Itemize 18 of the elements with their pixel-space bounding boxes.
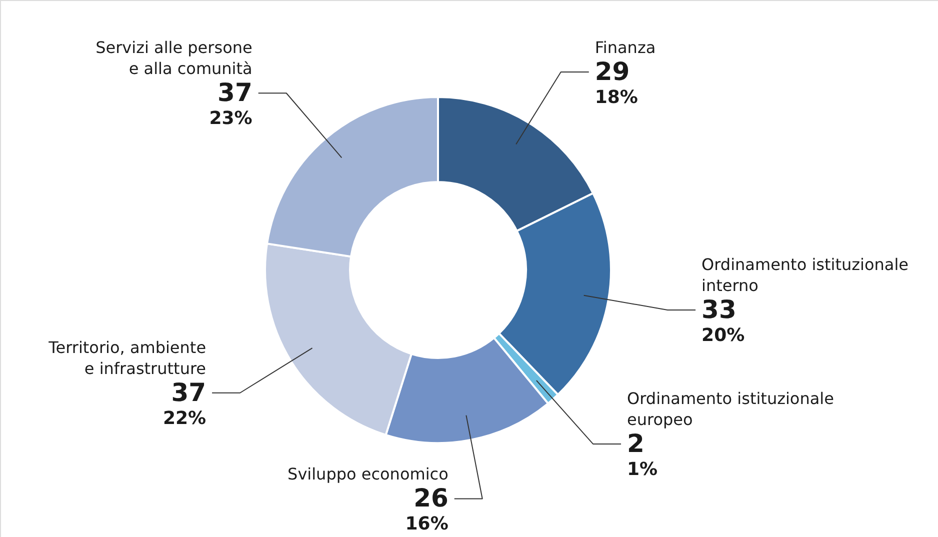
text: 22%: [162, 408, 206, 429]
slice-label: Ordinamento istituzionale europeo: [627, 388, 834, 429]
data-label: 37: [218, 78, 252, 108]
data-label: 26: [414, 484, 448, 513]
slice-label: Servizi alle persone e alla comunità: [96, 38, 252, 78]
data-label: 29: [594, 57, 630, 86]
text: 1%: [627, 458, 658, 480]
slice-label: Territorio, ambiente e infrastrutture: [48, 338, 206, 378]
text: 20%: [702, 324, 745, 346]
text: 18%: [594, 87, 638, 108]
data-label: 2: [627, 428, 644, 458]
data-label: 37: [171, 378, 206, 407]
data-label: 33: [702, 294, 736, 324]
text: 23%: [209, 108, 252, 130]
slice-label: Finanza: [594, 38, 656, 58]
slice-label: Ordinamento istituzionale interno: [702, 254, 908, 295]
text: 16%: [405, 514, 448, 535]
slice-label: Sviluppo economico: [288, 464, 448, 484]
